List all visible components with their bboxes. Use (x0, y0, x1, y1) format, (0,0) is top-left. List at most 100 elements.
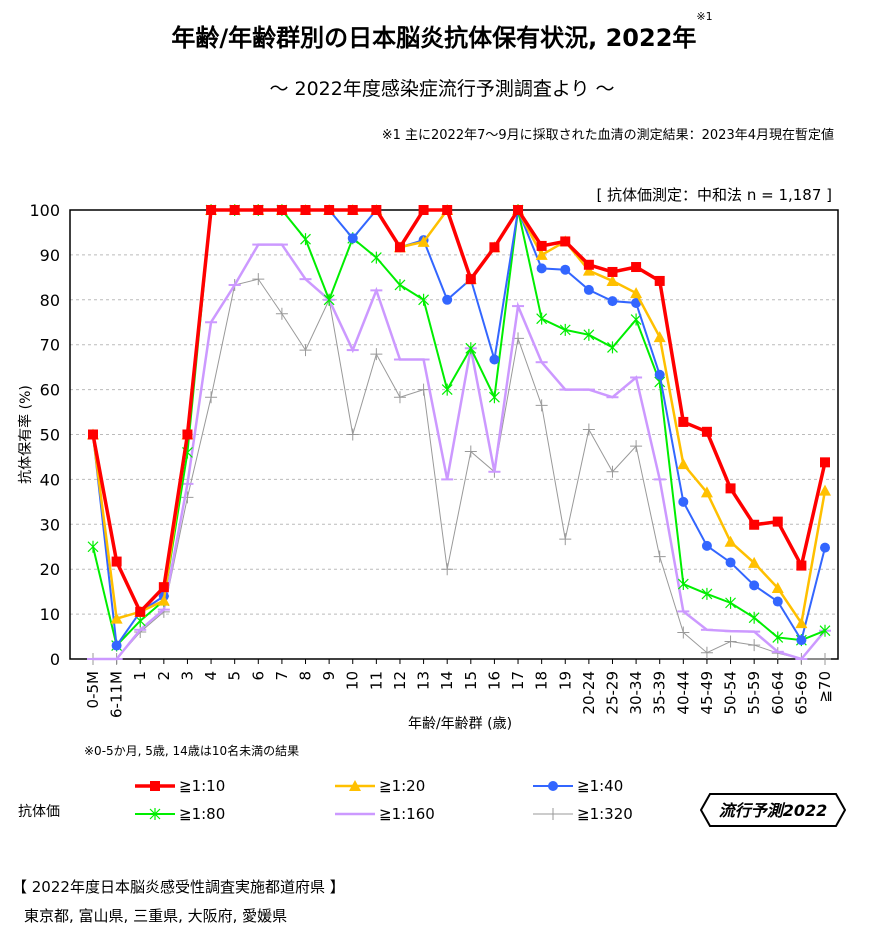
data-point (678, 416, 689, 427)
y-tick-label: 90 (40, 246, 60, 265)
x-tick-label: 4 (202, 671, 220, 681)
data-point (749, 580, 760, 591)
data-point (796, 560, 807, 571)
x-tick-label: 8 (297, 671, 315, 681)
data-point (299, 344, 312, 357)
data-point (701, 426, 712, 437)
x-axis-label: 年齢/年齢群 (歳) (408, 716, 512, 732)
x-tick-label: 55-59 (745, 671, 763, 715)
title-footnote-mark: ※1 (696, 10, 713, 23)
data-point (489, 242, 500, 253)
data-point (489, 354, 500, 365)
data-point (465, 274, 476, 285)
x-tick-label: 65-69 (792, 671, 810, 715)
data-point (157, 594, 170, 606)
data-point (536, 312, 548, 325)
data-point (560, 264, 571, 275)
data-point (300, 233, 311, 246)
data-point (819, 653, 831, 665)
x-tick-label: 35-39 (651, 671, 669, 715)
plot-frame (69, 209, 839, 660)
x-tick-label: 11 (367, 671, 385, 690)
data-point (725, 557, 736, 568)
x-tick-label: 40-44 (674, 671, 692, 715)
series-≧1:40 (88, 205, 830, 651)
data-point (748, 556, 761, 568)
legend-marker (149, 808, 161, 820)
y-tick-label: 50 (40, 426, 60, 445)
data-point (583, 259, 594, 270)
badge-logo: 流行予測2022 (699, 793, 847, 831)
data-point (300, 205, 311, 215)
y-tick-label: 10 (40, 605, 60, 624)
data-point (536, 263, 547, 274)
data-point (276, 205, 287, 215)
legend-label: ≧1:40 (577, 777, 624, 795)
legend-swatch (335, 812, 375, 816)
data-point (535, 248, 548, 260)
data-point (701, 587, 713, 600)
y-tick-label: 30 (40, 515, 60, 534)
x-tick-label: 30-34 (627, 671, 645, 715)
data-point (607, 266, 618, 277)
data-point (796, 635, 807, 646)
legend-item: ≧1:80 (135, 805, 225, 823)
data-point (606, 274, 619, 286)
series-≧1:80 (87, 204, 831, 652)
data-point (606, 465, 619, 478)
data-point (513, 205, 524, 215)
data-point (820, 542, 830, 553)
x-tick-label: 45-49 (698, 671, 716, 715)
data-point (346, 428, 359, 441)
legend-label: ≧1:160 (379, 805, 435, 823)
legend-item: ≧1:160 (335, 805, 435, 823)
data-point (229, 205, 240, 215)
data-point (630, 287, 643, 299)
data-point (275, 307, 288, 320)
legend-item: ≧1:320 (533, 805, 633, 823)
series-line (93, 243, 826, 661)
y-tick-label: 20 (40, 560, 60, 579)
x-tick-label: ≧70 (816, 671, 834, 703)
data-point (678, 496, 689, 507)
data-point (654, 275, 665, 286)
x-tick-label: 3 (178, 671, 196, 681)
x-tick-label: 13 (415, 671, 433, 690)
data-point (134, 626, 147, 639)
x-tick-label: 6-11M (108, 671, 126, 718)
legend-label: ≧1:10 (179, 777, 226, 795)
x-tick-label: 9 (320, 671, 338, 681)
prefectures-list: 東京都, 富山県, 三重県, 大阪府, 愛媛県 (24, 907, 288, 925)
data-point (631, 297, 642, 308)
data-point (653, 550, 666, 563)
data-point (111, 640, 122, 651)
data-point (819, 484, 831, 496)
legend-item: ≧1:40 (533, 777, 623, 795)
badge-text: 流行予測2022 (719, 801, 828, 820)
data-point (465, 342, 477, 355)
data-point (535, 399, 548, 412)
title-text: 年齢/年齢群別の日本脳炎抗体保有状況, 2022年 (171, 24, 697, 52)
data-point (677, 458, 690, 470)
data-point (654, 369, 665, 380)
legend-swatch (135, 781, 175, 791)
data-point (370, 251, 382, 264)
data-point (135, 606, 146, 617)
legend-label: ≧1:80 (179, 805, 226, 823)
data-point (772, 516, 783, 527)
data-point (583, 284, 594, 295)
legend-swatch (533, 781, 573, 791)
data-point (323, 293, 335, 306)
x-tick-label: 5 (226, 671, 244, 681)
data-point (820, 457, 830, 468)
data-point (582, 264, 595, 276)
data-point (700, 646, 713, 659)
x-tick-label: 25-29 (603, 671, 621, 715)
x-tick-label: 15 (462, 671, 480, 690)
y-tick-label: 70 (40, 336, 60, 355)
x-tick-label: 7 (273, 671, 291, 681)
data-point (417, 383, 430, 396)
data-point (700, 486, 713, 498)
data-point (771, 582, 784, 594)
